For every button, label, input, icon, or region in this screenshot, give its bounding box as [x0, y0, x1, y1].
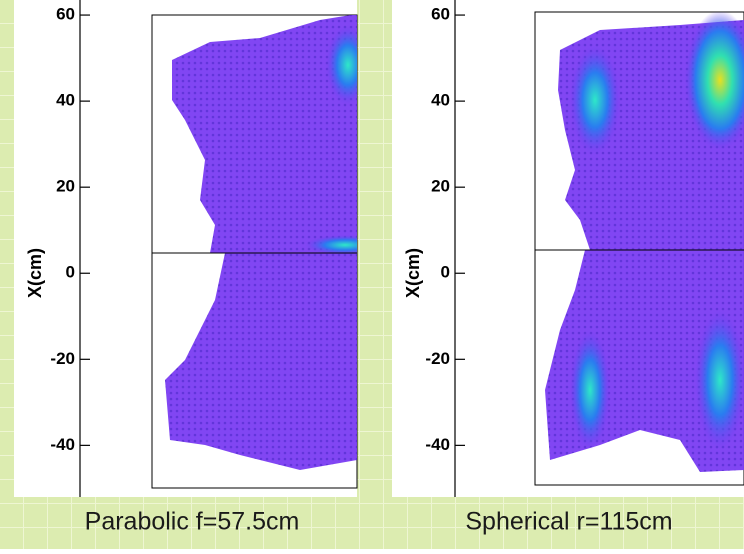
caption: Parabolic f=57.5cm: [85, 508, 300, 536]
caption: Spherical r=115cm: [465, 508, 672, 536]
density-region: [165, 253, 357, 470]
y-axis-label: X(cm): [403, 248, 423, 298]
hot-spot: [305, 235, 357, 255]
y-tick-label: 60: [431, 5, 450, 24]
panel: 60 40 20 0 -20 -40 X(cm) Spherical r=115cm: [392, 0, 744, 536]
y-tick-label: -40: [50, 435, 75, 454]
y-tick-label: 20: [431, 177, 450, 196]
density-region: [172, 15, 357, 253]
y-tick-label: 40: [431, 91, 450, 110]
y-tick-label: 40: [56, 91, 75, 110]
y-tick-label: 60: [56, 5, 75, 24]
hot-spot: [685, 12, 744, 150]
hot-spot: [570, 330, 610, 450]
panel: 60 40 20 0 -20 -40 X(cm) Parabolic f=57.5cm: [14, 0, 358, 536]
y-tick-label: 0: [441, 263, 450, 282]
heatmap: [165, 15, 357, 470]
y-axis-label: X(cm): [25, 248, 45, 298]
y-tick-label: 0: [66, 263, 75, 282]
y-tick-label: 20: [56, 177, 75, 196]
hot-spot: [570, 45, 620, 155]
heatmap: [545, 12, 744, 472]
hot-spot: [695, 310, 744, 450]
hot-spot: [326, 25, 357, 105]
y-tick-label: -20: [425, 349, 450, 368]
y-tick-label: -40: [425, 435, 450, 454]
y-tick-label: -20: [50, 349, 75, 368]
